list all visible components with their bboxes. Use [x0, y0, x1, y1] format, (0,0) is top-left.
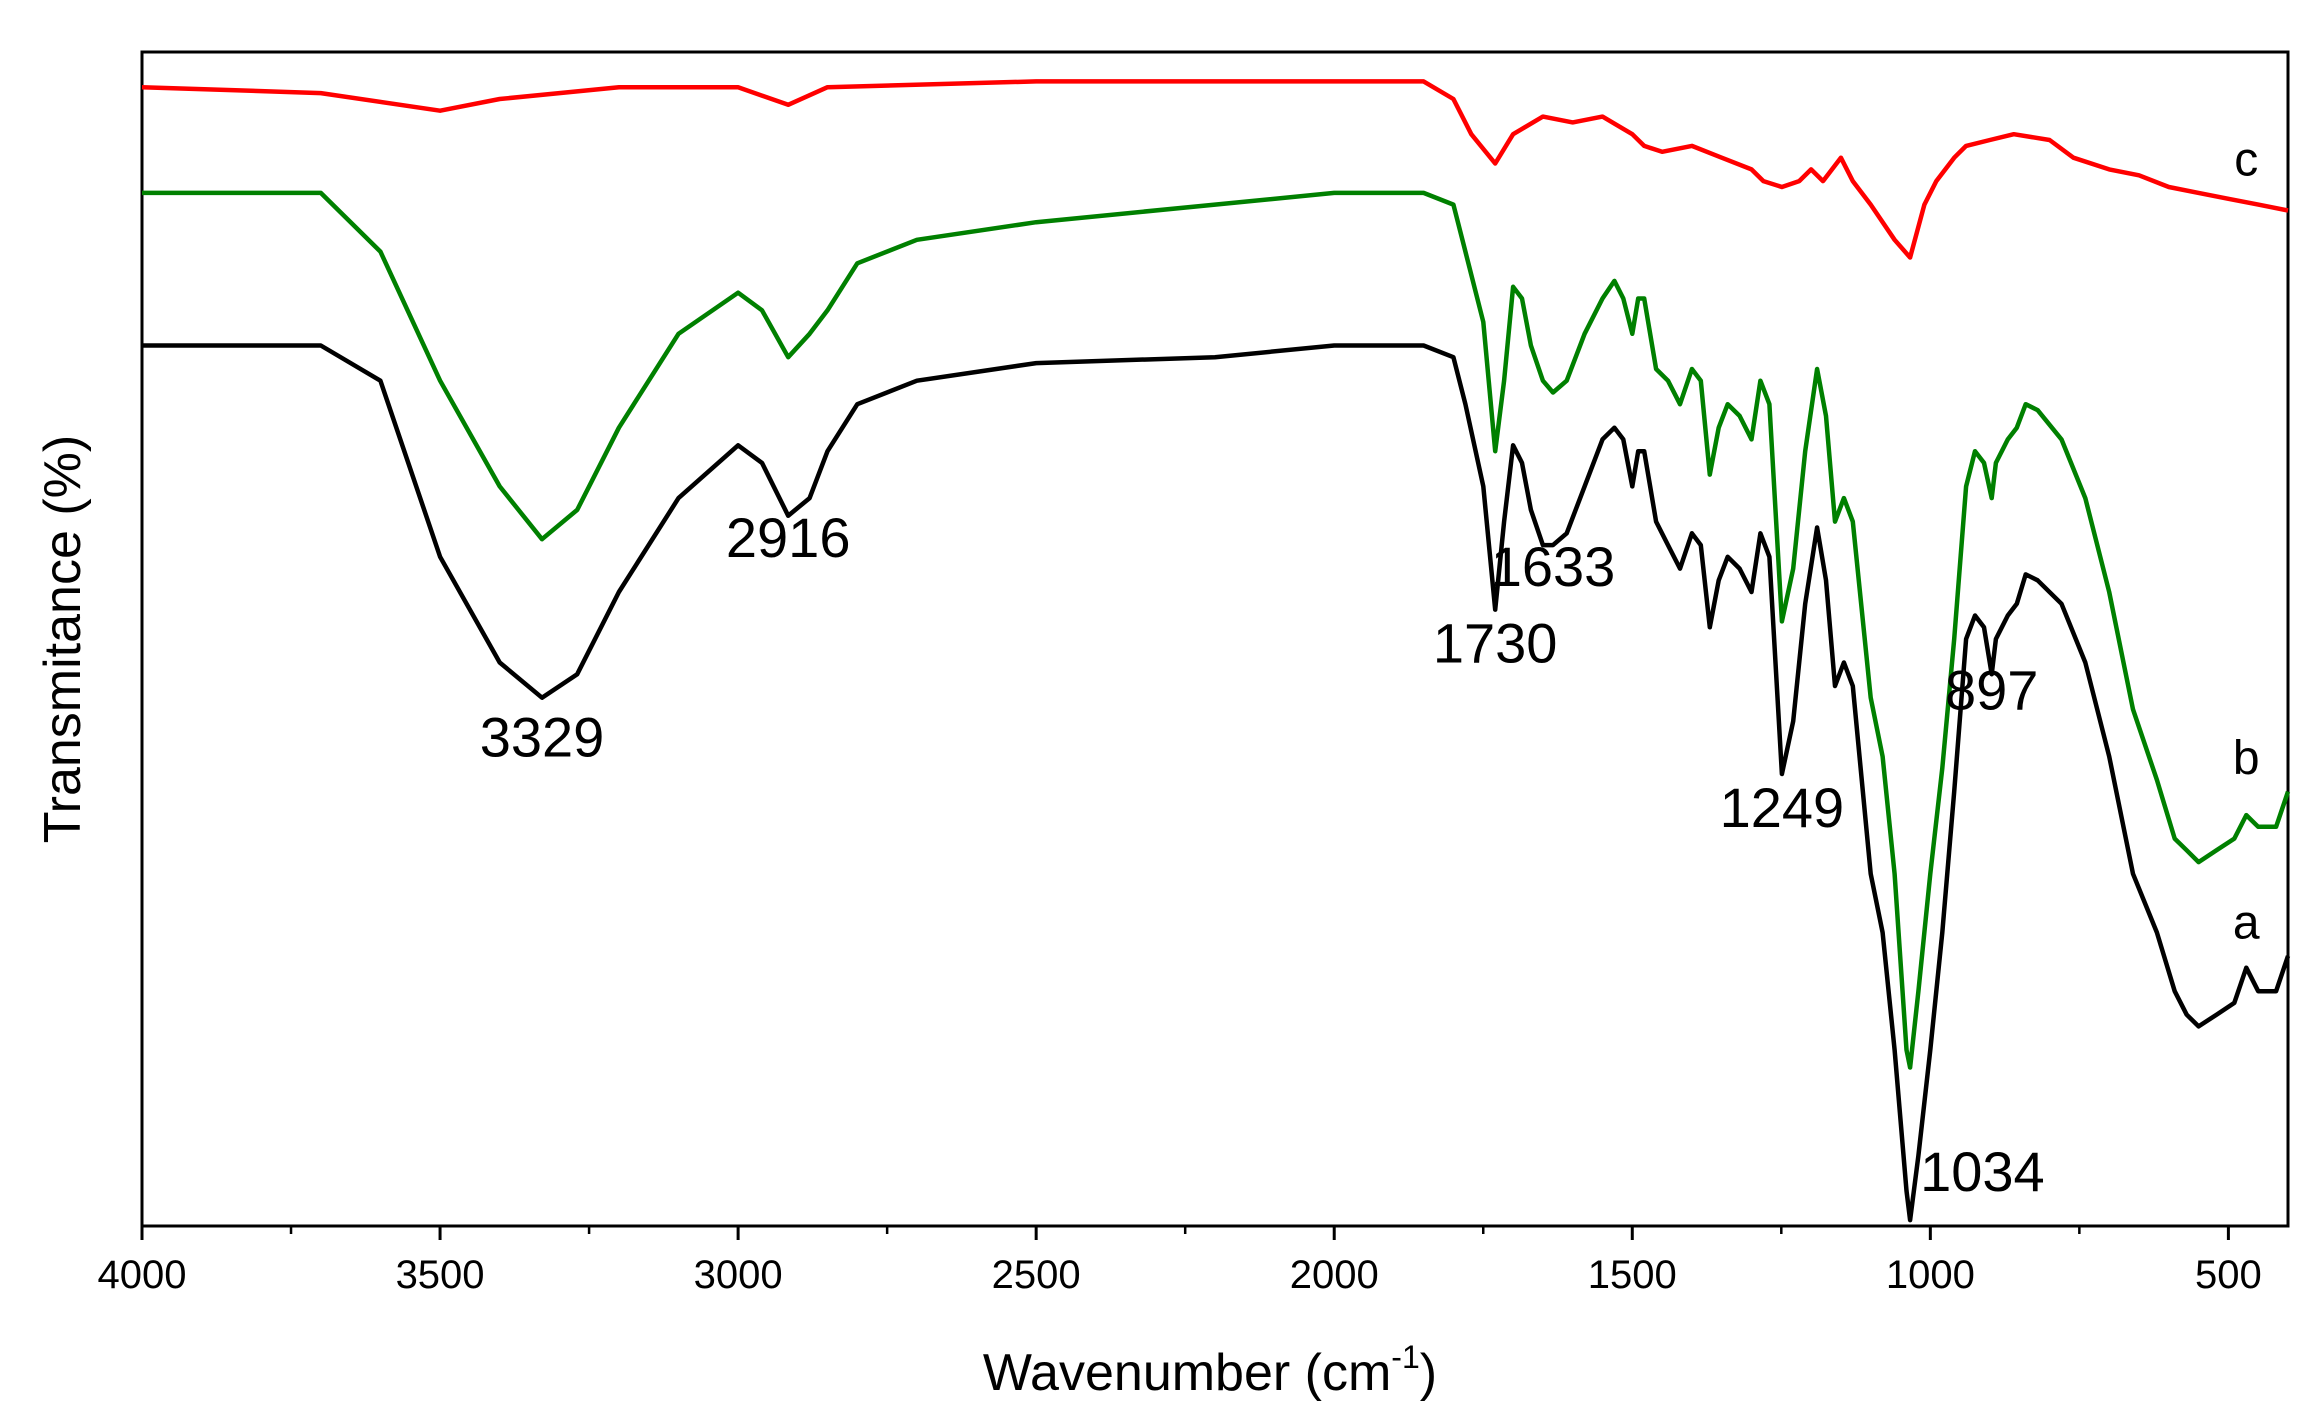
plot-frame: [140, 50, 2290, 1228]
series-label-a: a: [2233, 896, 2260, 949]
series-line-a: [142, 343, 2291, 1223]
x-tick-label: 1500: [1588, 1253, 1677, 1297]
x-axis-ticks: [140, 1226, 2230, 1240]
x-axis-title: Wavenumber (cm-1): [983, 1339, 1437, 1402]
x-tick-label: 500: [2195, 1253, 2262, 1297]
series-line-b: [142, 190, 2291, 1070]
x-tick-label: 3500: [396, 1253, 485, 1297]
x-axis-title-sup: -1: [1391, 1339, 1419, 1375]
x-axis-title-main: Wavenumber (cm: [983, 1344, 1391, 1402]
x-axis-tick-labels: 4000 3500 3000 2500 2000 1500 1000 500: [98, 1253, 2262, 1297]
series-line-c: [141, 79, 2289, 260]
x-tick-label: 3000: [694, 1253, 783, 1297]
series-label-c: c: [2234, 133, 2258, 186]
peak-label-1633: 1633: [1491, 535, 1616, 598]
x-tick-label: 2500: [992, 1253, 1081, 1297]
series-layer: [141, 79, 2291, 1223]
peak-label-2916: 2916: [726, 506, 851, 569]
y-axis-title: Transmitance (%): [34, 435, 92, 843]
peak-label-1730: 1730: [1433, 611, 1558, 674]
peak-label-1034: 1034: [1920, 1140, 2045, 1203]
x-axis-title-close: ): [1420, 1344, 1437, 1402]
series-label-b: b: [2233, 732, 2260, 785]
x-tick-label: 4000: [98, 1253, 187, 1297]
x-tick-label: 1000: [1886, 1253, 1975, 1297]
annotation-layer: 3329 2916 1730 1633 1249 897 1034 c b a: [480, 133, 2260, 1203]
x-tick-label: 2000: [1290, 1253, 1379, 1297]
peak-label-897: 897: [1945, 658, 2038, 721]
peak-label-1249: 1249: [1720, 776, 1845, 839]
peak-label-3329: 3329: [480, 705, 605, 768]
